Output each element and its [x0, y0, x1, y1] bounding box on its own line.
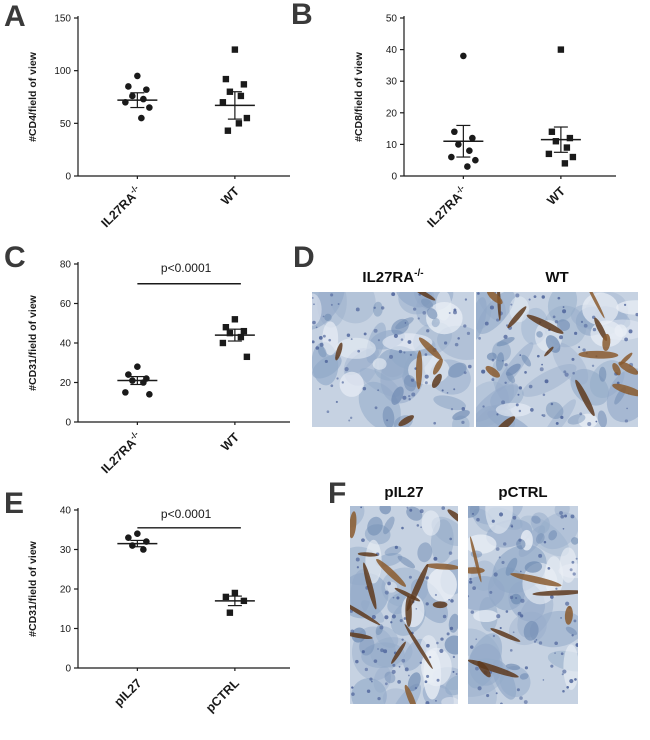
svg-text:pCTRL: pCTRL — [203, 676, 242, 715]
svg-text:40: 40 — [386, 45, 398, 56]
panel-label-d: D — [293, 241, 315, 274]
svg-text:WT: WT — [218, 184, 242, 208]
svg-text:IL27RA-/-: IL27RA-/- — [97, 429, 145, 477]
svg-text:80: 80 — [60, 260, 72, 271]
histology-image-wt-skin — [476, 292, 638, 427]
cd31-plasmid-scatter-chart: 0 10 20 30 40 #CD31/field of view pIL27 pCTRL p<… — [24, 496, 296, 728]
cd31-knockout-scatter-chart: 0 20 40 60 80 #CD31/field of view IL27RA-/- WT p… — [24, 250, 296, 482]
svg-text:30: 30 — [386, 77, 398, 88]
svg-text:IL27RA-/-: IL27RA-/- — [97, 183, 145, 231]
histology-image-pil27-skin — [350, 506, 458, 704]
svg-text:WT: WT — [544, 184, 568, 208]
svg-text:#CD8/field of view: #CD8/field of view — [353, 51, 365, 142]
histology-image-pctrl-skin — [468, 506, 578, 704]
svg-text:40: 40 — [60, 506, 72, 517]
svg-text:40: 40 — [60, 339, 72, 350]
histology-label-pil27-text: pIL27 — [384, 484, 424, 501]
svg-text:0: 0 — [391, 172, 397, 183]
panel-label-b: B — [291, 0, 313, 31]
panel-label-e: E — [4, 487, 25, 520]
cd4-scatter-chart: 0 50 100 150 #CD4/field of view IL27RA-/- WT — [24, 4, 296, 236]
histology-label-il27ra: IL27RA-/- — [312, 268, 474, 286]
svg-text:p<0.0001: p<0.0001 — [161, 507, 212, 521]
histology-label-pctrl-text: pCTRL — [498, 484, 548, 501]
svg-text:IL27RA-/-: IL27RA-/- — [423, 183, 471, 231]
svg-text:#CD31/field of view: #CD31/field of view — [27, 294, 39, 391]
panel-label-c: C — [4, 241, 26, 274]
svg-text:0: 0 — [65, 664, 71, 675]
svg-text:20: 20 — [60, 585, 72, 596]
histology-label-il27ra-sup: -/- — [414, 268, 424, 279]
histology-label-il27ra-text: IL27RA — [362, 269, 415, 286]
histology-label-pil27: pIL27 — [350, 484, 458, 501]
svg-text:0: 0 — [65, 172, 71, 183]
svg-text:50: 50 — [60, 119, 72, 130]
histology-label-wt: WT — [476, 268, 638, 286]
svg-text:WT: WT — [218, 430, 242, 454]
histology-label-wt-text: WT — [545, 269, 569, 286]
svg-text:10: 10 — [60, 624, 72, 635]
panel-label-f: F — [328, 477, 347, 510]
svg-text:50: 50 — [386, 14, 398, 25]
svg-text:30: 30 — [60, 545, 72, 556]
svg-text:100: 100 — [54, 66, 71, 77]
svg-text:150: 150 — [54, 14, 71, 25]
svg-text:60: 60 — [60, 299, 72, 310]
svg-text:0: 0 — [65, 418, 71, 429]
svg-text:pIL27: pIL27 — [111, 676, 144, 709]
svg-text:#CD4/field of view: #CD4/field of view — [27, 51, 39, 142]
svg-text:#CD31/field of view: #CD31/field of view — [27, 540, 39, 637]
svg-text:p<0.0001: p<0.0001 — [161, 261, 212, 275]
histology-image-il27ra-skin — [312, 292, 474, 427]
svg-text:20: 20 — [386, 108, 398, 119]
svg-text:10: 10 — [386, 140, 398, 151]
panel-label-a: A — [4, 0, 26, 33]
svg-text:20: 20 — [60, 378, 72, 389]
histology-label-pctrl: pCTRL — [468, 484, 578, 501]
cd8-scatter-chart: 0 10 20 30 40 50 #CD8/field of view IL27RA-/- WT — [350, 4, 622, 236]
